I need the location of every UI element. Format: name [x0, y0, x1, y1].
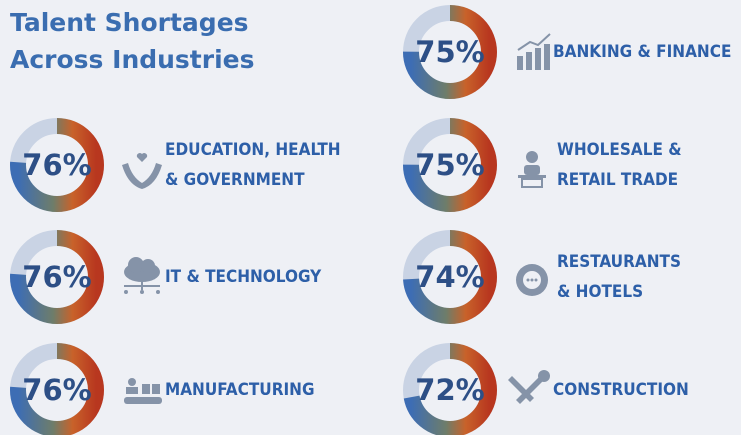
title-line: Talent Shortages — [10, 8, 249, 37]
icon-it — [124, 257, 160, 294]
donut-arc — [403, 5, 497, 99]
icon-education — [122, 153, 162, 189]
icon-restaurant — [516, 264, 548, 296]
icon-manufacturing — [124, 378, 162, 404]
donut-arc — [10, 343, 104, 435]
donut-arc — [10, 230, 104, 324]
value-label: 76% — [22, 260, 91, 294]
category-label: WHOLESALE & — [557, 140, 682, 160]
title-line: Across Industries — [10, 45, 255, 74]
category-label: RESTAURANTS — [557, 252, 681, 272]
category-label: RETAIL TRADE — [557, 170, 678, 190]
value-label: 74% — [415, 260, 484, 294]
donut-arc — [403, 118, 497, 212]
donut-arc — [403, 230, 497, 324]
value-label: 75% — [415, 35, 484, 69]
value-label: 76% — [22, 373, 91, 407]
category-label: EDUCATION, HEALTH — [165, 140, 341, 160]
donut-arc — [10, 118, 104, 212]
icon-retail — [518, 151, 546, 188]
category-label: & GOVERNMENT — [165, 170, 305, 190]
category-label: MANUFACTURING — [165, 380, 315, 400]
category-label: BANKING & FINANCE — [553, 42, 731, 62]
value-label: 76% — [22, 148, 91, 182]
donut-arc — [403, 343, 497, 435]
value-label: 72% — [415, 373, 484, 407]
icon-construction — [508, 370, 550, 404]
category-label: & HOTELS — [557, 282, 643, 302]
category-label: IT & TECHNOLOGY — [165, 267, 322, 287]
value-label: 75% — [415, 148, 484, 182]
category-label: CONSTRUCTION — [553, 380, 689, 400]
icon-banking — [517, 33, 551, 70]
